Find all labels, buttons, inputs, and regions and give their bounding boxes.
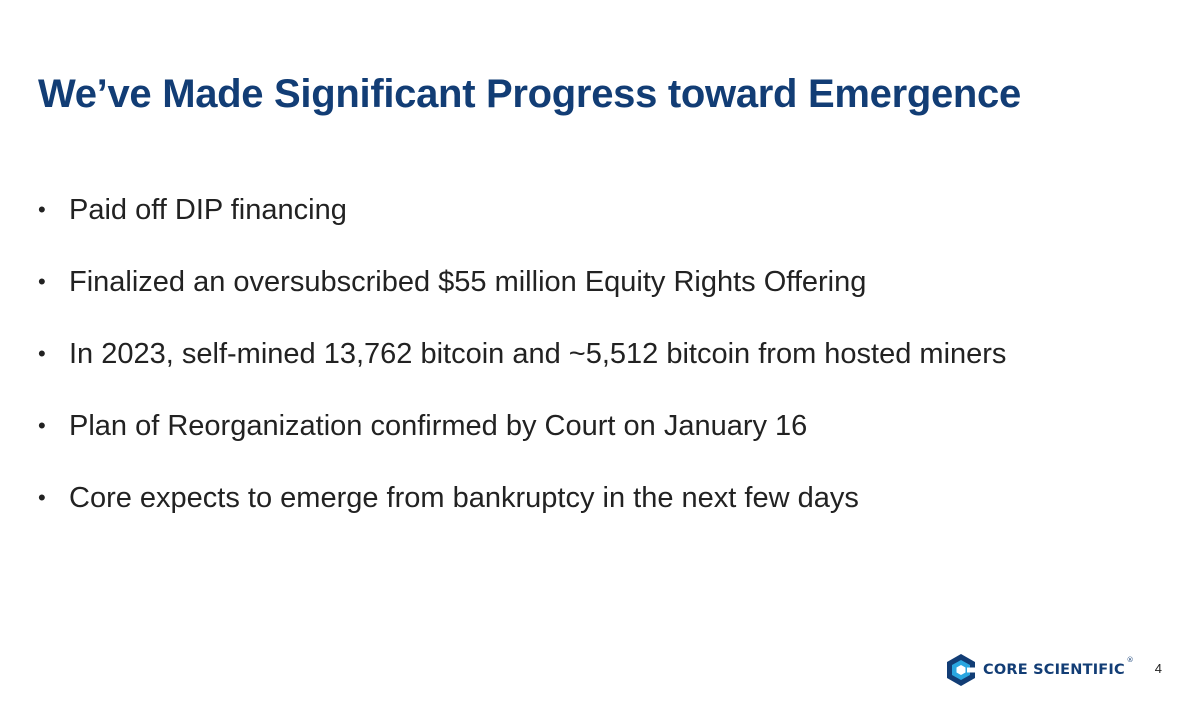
registered-mark: ® — [1126, 656, 1134, 664]
bullet-text: Paid off DIP financing — [69, 194, 347, 226]
bullet-item: • Core expects to emerge from bankruptcy… — [38, 482, 1006, 554]
bullet-marker: • — [38, 485, 46, 510]
bullet-text: Finalized an oversubscribed $55 million … — [69, 266, 867, 298]
hexagon-logo-icon — [947, 654, 976, 686]
bullet-text: In 2023, self-mined 13,762 bitcoin and ~… — [69, 338, 1007, 370]
bullet-text: Core expects to emerge from bankruptcy i… — [69, 482, 859, 514]
bullet-item: • Plan of Reorganization confirmed by Co… — [38, 410, 1006, 482]
logo-wordmark: CORE SCIENTIFIC ® — [983, 656, 1134, 678]
bullet-item: • Paid off DIP financing — [38, 194, 1006, 266]
slide-title: We’ve Made Significant Progress toward E… — [38, 72, 1021, 116]
bullet-item: • In 2023, self-mined 13,762 bitcoin and… — [38, 338, 1006, 410]
page-number: 4 — [1154, 661, 1162, 676]
bullet-marker: • — [38, 269, 46, 294]
bullet-item: • Finalized an oversubscribed $55 millio… — [38, 266, 1006, 338]
bullet-marker: • — [38, 197, 46, 222]
bullet-marker: • — [38, 413, 46, 438]
bullet-marker: • — [38, 341, 46, 366]
company-logo: CORE SCIENTIFIC ® — [944, 653, 1134, 687]
bullet-text: Plan of Reorganization confirmed by Cour… — [69, 410, 808, 442]
logo-text: CORE SCIENTIFIC — [983, 662, 1125, 678]
bullet-list: • Paid off DIP financing • Finalized an … — [38, 194, 1006, 554]
